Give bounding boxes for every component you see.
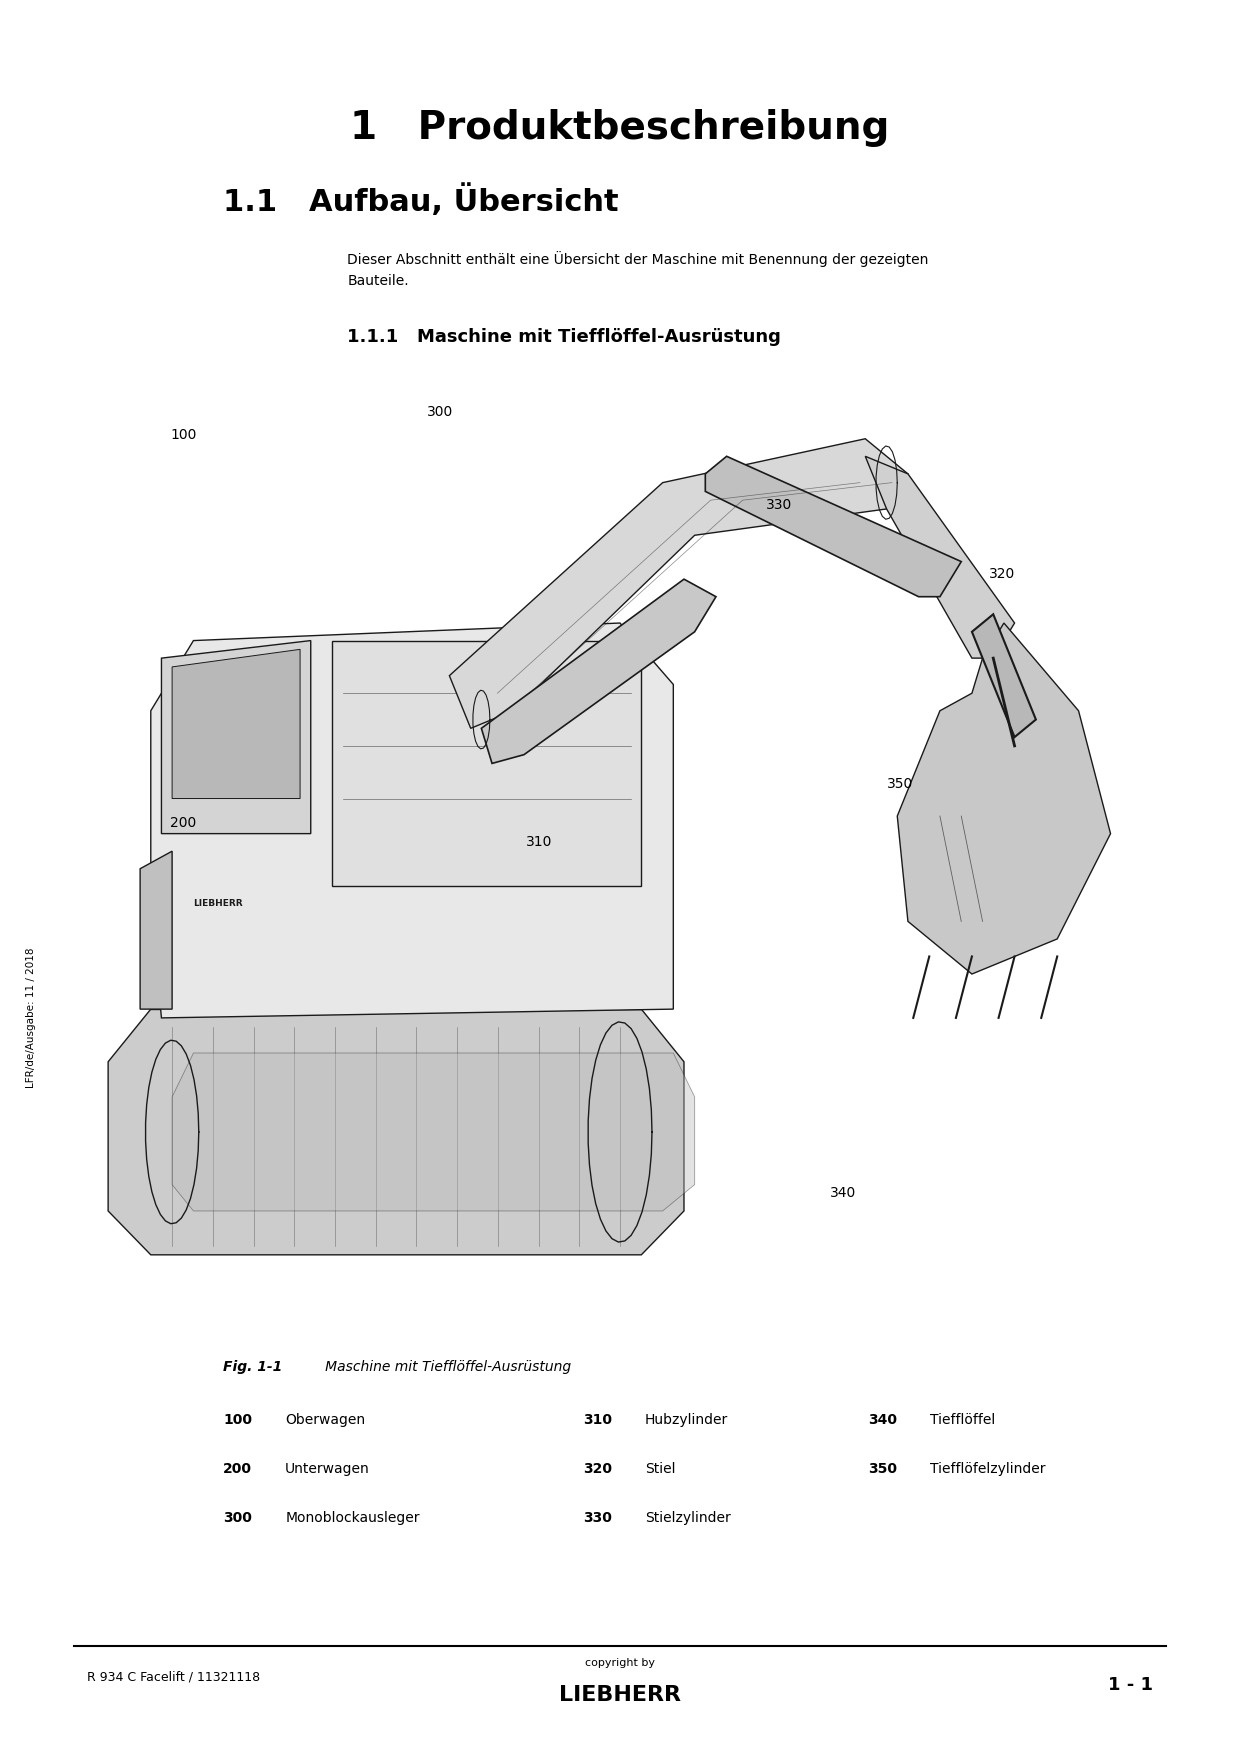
Text: 310: 310	[526, 835, 553, 849]
Text: 1   Produktbeschreibung: 1 Produktbeschreibung	[351, 109, 889, 147]
Polygon shape	[172, 1053, 694, 1211]
Text: 310: 310	[583, 1413, 611, 1427]
Text: 320: 320	[988, 567, 1016, 581]
Text: LIEBHERR: LIEBHERR	[193, 899, 243, 909]
Text: 300: 300	[427, 405, 454, 419]
Text: Hubzylinder: Hubzylinder	[645, 1413, 728, 1427]
Text: 100: 100	[223, 1413, 252, 1427]
Polygon shape	[140, 851, 172, 1009]
Text: 320: 320	[583, 1462, 611, 1476]
Text: copyright by: copyright by	[585, 1658, 655, 1669]
Text: 340: 340	[830, 1186, 857, 1200]
Text: 200: 200	[170, 816, 197, 830]
Polygon shape	[898, 623, 1111, 974]
Text: Dieser Abschnitt enthält eine Übersicht der Maschine mit Benennung der gezeigten: Dieser Abschnitt enthält eine Übersicht …	[347, 251, 929, 288]
Polygon shape	[332, 641, 641, 886]
Text: 330: 330	[583, 1511, 611, 1525]
Text: 100: 100	[170, 428, 197, 442]
Text: Oberwagen: Oberwagen	[285, 1413, 366, 1427]
Polygon shape	[481, 579, 715, 763]
Text: 340: 340	[868, 1413, 897, 1427]
Polygon shape	[108, 1009, 684, 1255]
Polygon shape	[866, 456, 1014, 658]
Text: LFR/de/Ausgabe: 11 / 2018: LFR/de/Ausgabe: 11 / 2018	[26, 948, 36, 1088]
Text: 200: 200	[223, 1462, 252, 1476]
Polygon shape	[161, 641, 311, 834]
Polygon shape	[972, 614, 1035, 737]
Text: 350: 350	[868, 1462, 897, 1476]
Text: 1 - 1: 1 - 1	[1109, 1676, 1153, 1694]
Text: 1.1.1   Maschine mit Tiefflöffel-Ausrüstung: 1.1.1 Maschine mit Tiefflöffel-Ausrüstun…	[347, 328, 781, 346]
Text: Stielzylinder: Stielzylinder	[645, 1511, 730, 1525]
Text: Fig. 1-1: Fig. 1-1	[223, 1360, 283, 1374]
Text: Tiefflöfelzylinder: Tiefflöfelzylinder	[930, 1462, 1045, 1476]
Text: 330: 330	[765, 498, 792, 512]
Polygon shape	[151, 623, 673, 1018]
Polygon shape	[706, 456, 961, 597]
Text: LIEBHERR: LIEBHERR	[559, 1685, 681, 1704]
Text: Monoblockausleger: Monoblockausleger	[285, 1511, 419, 1525]
Polygon shape	[172, 649, 300, 799]
Text: 300: 300	[223, 1511, 252, 1525]
Text: Stiel: Stiel	[645, 1462, 676, 1476]
Polygon shape	[449, 439, 908, 728]
Text: 1.1   Aufbau, Übersicht: 1.1 Aufbau, Übersicht	[223, 184, 619, 218]
Text: R 934 C Facelift / 11321118: R 934 C Facelift / 11321118	[87, 1671, 260, 1683]
Text: Tiefflöffel: Tiefflöffel	[930, 1413, 996, 1427]
Text: 350: 350	[887, 777, 914, 792]
Text: Maschine mit Tiefflöffel-Ausrüstung: Maschine mit Tiefflöffel-Ausrüstung	[312, 1360, 572, 1374]
Text: Unterwagen: Unterwagen	[285, 1462, 370, 1476]
